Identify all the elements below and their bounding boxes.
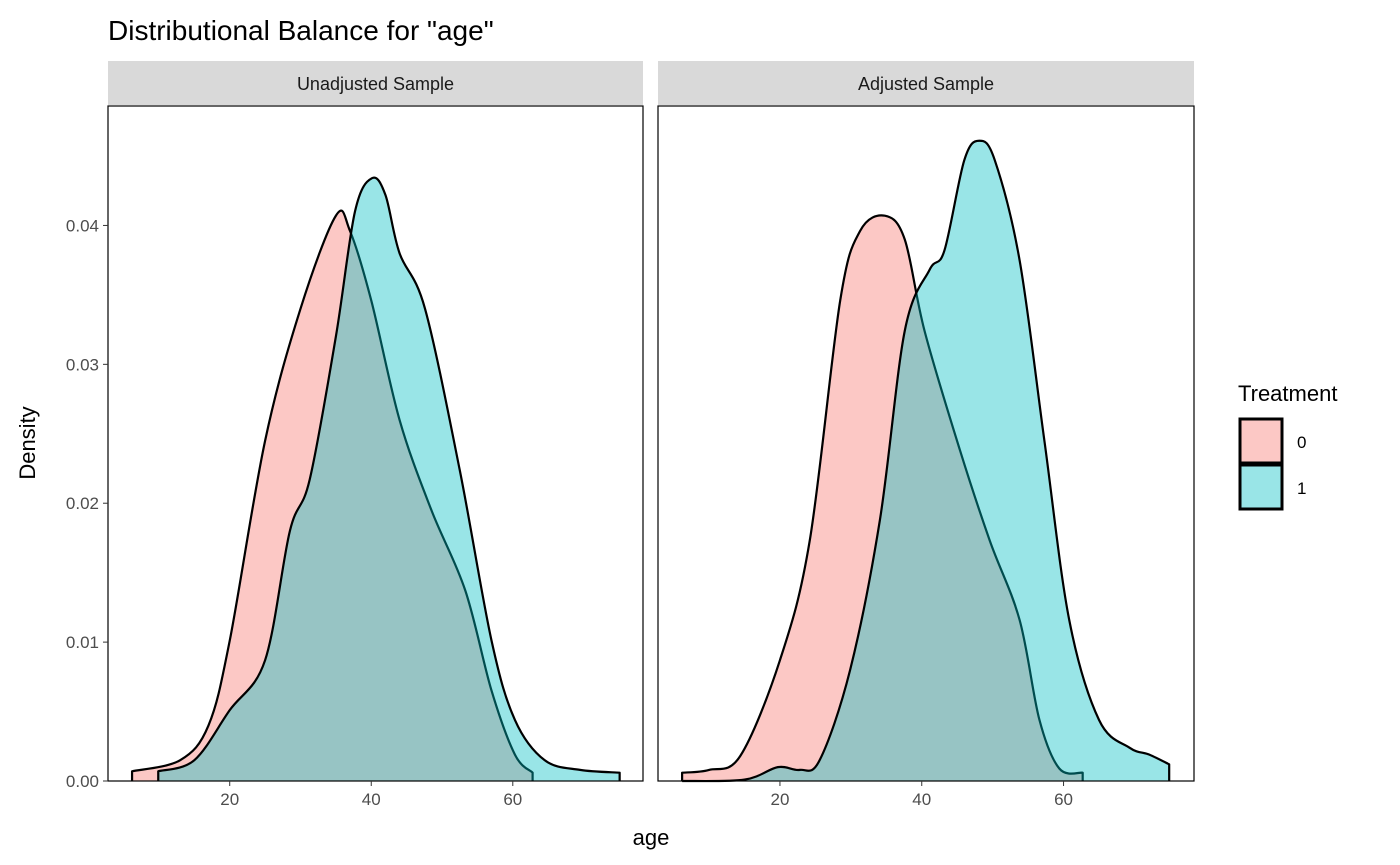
x-tick-label: 40 bbox=[912, 790, 931, 809]
x-tick-label: 20 bbox=[220, 790, 239, 809]
y-tick-label: 0.02 bbox=[66, 494, 99, 513]
panel-border bbox=[657, 105, 1195, 782]
x-tick-label: 20 bbox=[770, 790, 789, 809]
panel-border bbox=[107, 105, 644, 782]
x-tick-label: 60 bbox=[503, 790, 522, 809]
x-axis-label: age bbox=[633, 825, 670, 850]
density-area-treatment-1 bbox=[682, 139, 1171, 783]
panel-strip-title: Adjusted Sample bbox=[858, 74, 994, 94]
x-tick-label: 40 bbox=[362, 790, 381, 809]
legend-label-0: 0 bbox=[1297, 433, 1306, 452]
chart-title: Distributional Balance for "age" bbox=[108, 15, 494, 46]
y-tick-label: 0.03 bbox=[66, 355, 99, 374]
legend-label-1: 1 bbox=[1297, 479, 1306, 498]
legend-key-1 bbox=[1238, 463, 1284, 511]
legend: Treatment 0 1 bbox=[1238, 381, 1337, 511]
legend-key-0 bbox=[1238, 417, 1284, 465]
y-tick-label: 0.01 bbox=[66, 633, 99, 652]
x-tick-label: 60 bbox=[1054, 790, 1073, 809]
legend-title: Treatment bbox=[1238, 381, 1337, 406]
y-tick-label: 0.04 bbox=[66, 216, 99, 235]
panel-strip bbox=[108, 61, 643, 105]
y-axis-label: Density bbox=[15, 406, 40, 479]
panel-adjusted: Adjusted Sample 20 40 60 bbox=[657, 61, 1195, 809]
panel-strip bbox=[658, 61, 1194, 105]
panel-strip-title: Unadjusted Sample bbox=[297, 74, 454, 94]
density-area-treatment-1 bbox=[157, 176, 621, 781]
panel-unadjusted: Unadjusted Sample 20 40 60 0.00 0.01 0.02 0.03 0… bbox=[66, 61, 644, 809]
y-tick-label: 0.00 bbox=[66, 772, 99, 791]
density-area-treatment-0 bbox=[130, 209, 534, 781]
